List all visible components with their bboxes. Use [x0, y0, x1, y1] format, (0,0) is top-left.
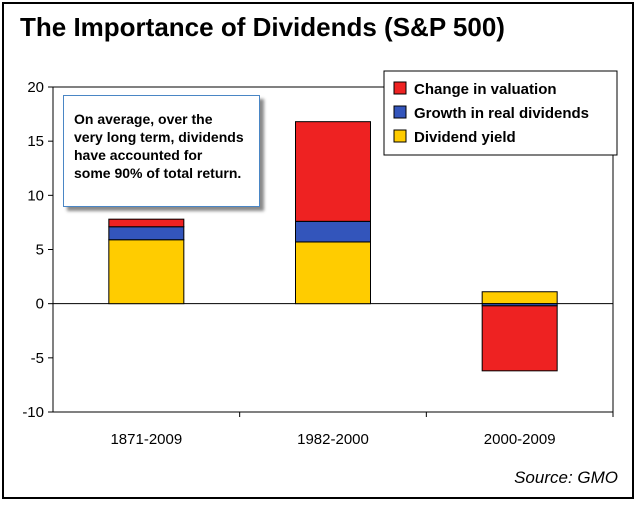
source-label: Source: GMO [514, 468, 618, 487]
y-tick-label: 0 [36, 296, 44, 313]
annotation-note: On average, over the very long term, div… [63, 95, 260, 207]
legend-swatch [393, 129, 407, 143]
bar-change-in-valuation-1 [108, 218, 185, 228]
bar-dividend-yield-2 [295, 241, 371, 305]
chart-title: The Importance of Dividends (S&P 500) [20, 12, 505, 42]
x-tick-label: 1871-2009 [110, 431, 182, 448]
bar-growth-in-real-dividends-2 [295, 220, 371, 243]
y-tick-label: 20 [27, 79, 44, 96]
bar-dividend-yield-1 [108, 239, 185, 305]
legend-label: Change in valuation [414, 81, 557, 98]
bar-dividend-yield-3 [481, 291, 558, 305]
legend-swatch [393, 81, 407, 95]
bars [108, 121, 558, 372]
y-tick-label: 10 [27, 187, 44, 204]
bar-change-in-valuation-3 [481, 305, 558, 372]
y-tick-label: 15 [27, 133, 44, 150]
x-tick-label: 2000-2009 [484, 431, 556, 448]
legend-box [383, 70, 618, 156]
legend-swatch [393, 105, 407, 119]
y-tick-label: 5 [36, 242, 44, 259]
y-tick-label: -10 [22, 404, 44, 421]
bar-growth-in-real-dividends-1 [108, 226, 185, 241]
y-tick-label: -5 [31, 350, 44, 367]
legend-label: Growth in real dividends [414, 105, 589, 122]
legend-label: Dividend yield [414, 129, 516, 146]
legend: Change in valuation Growth in real divide… [383, 70, 618, 156]
bar-change-in-valuation-2 [295, 121, 371, 222]
x-tick-label: 1982-2000 [297, 431, 369, 448]
